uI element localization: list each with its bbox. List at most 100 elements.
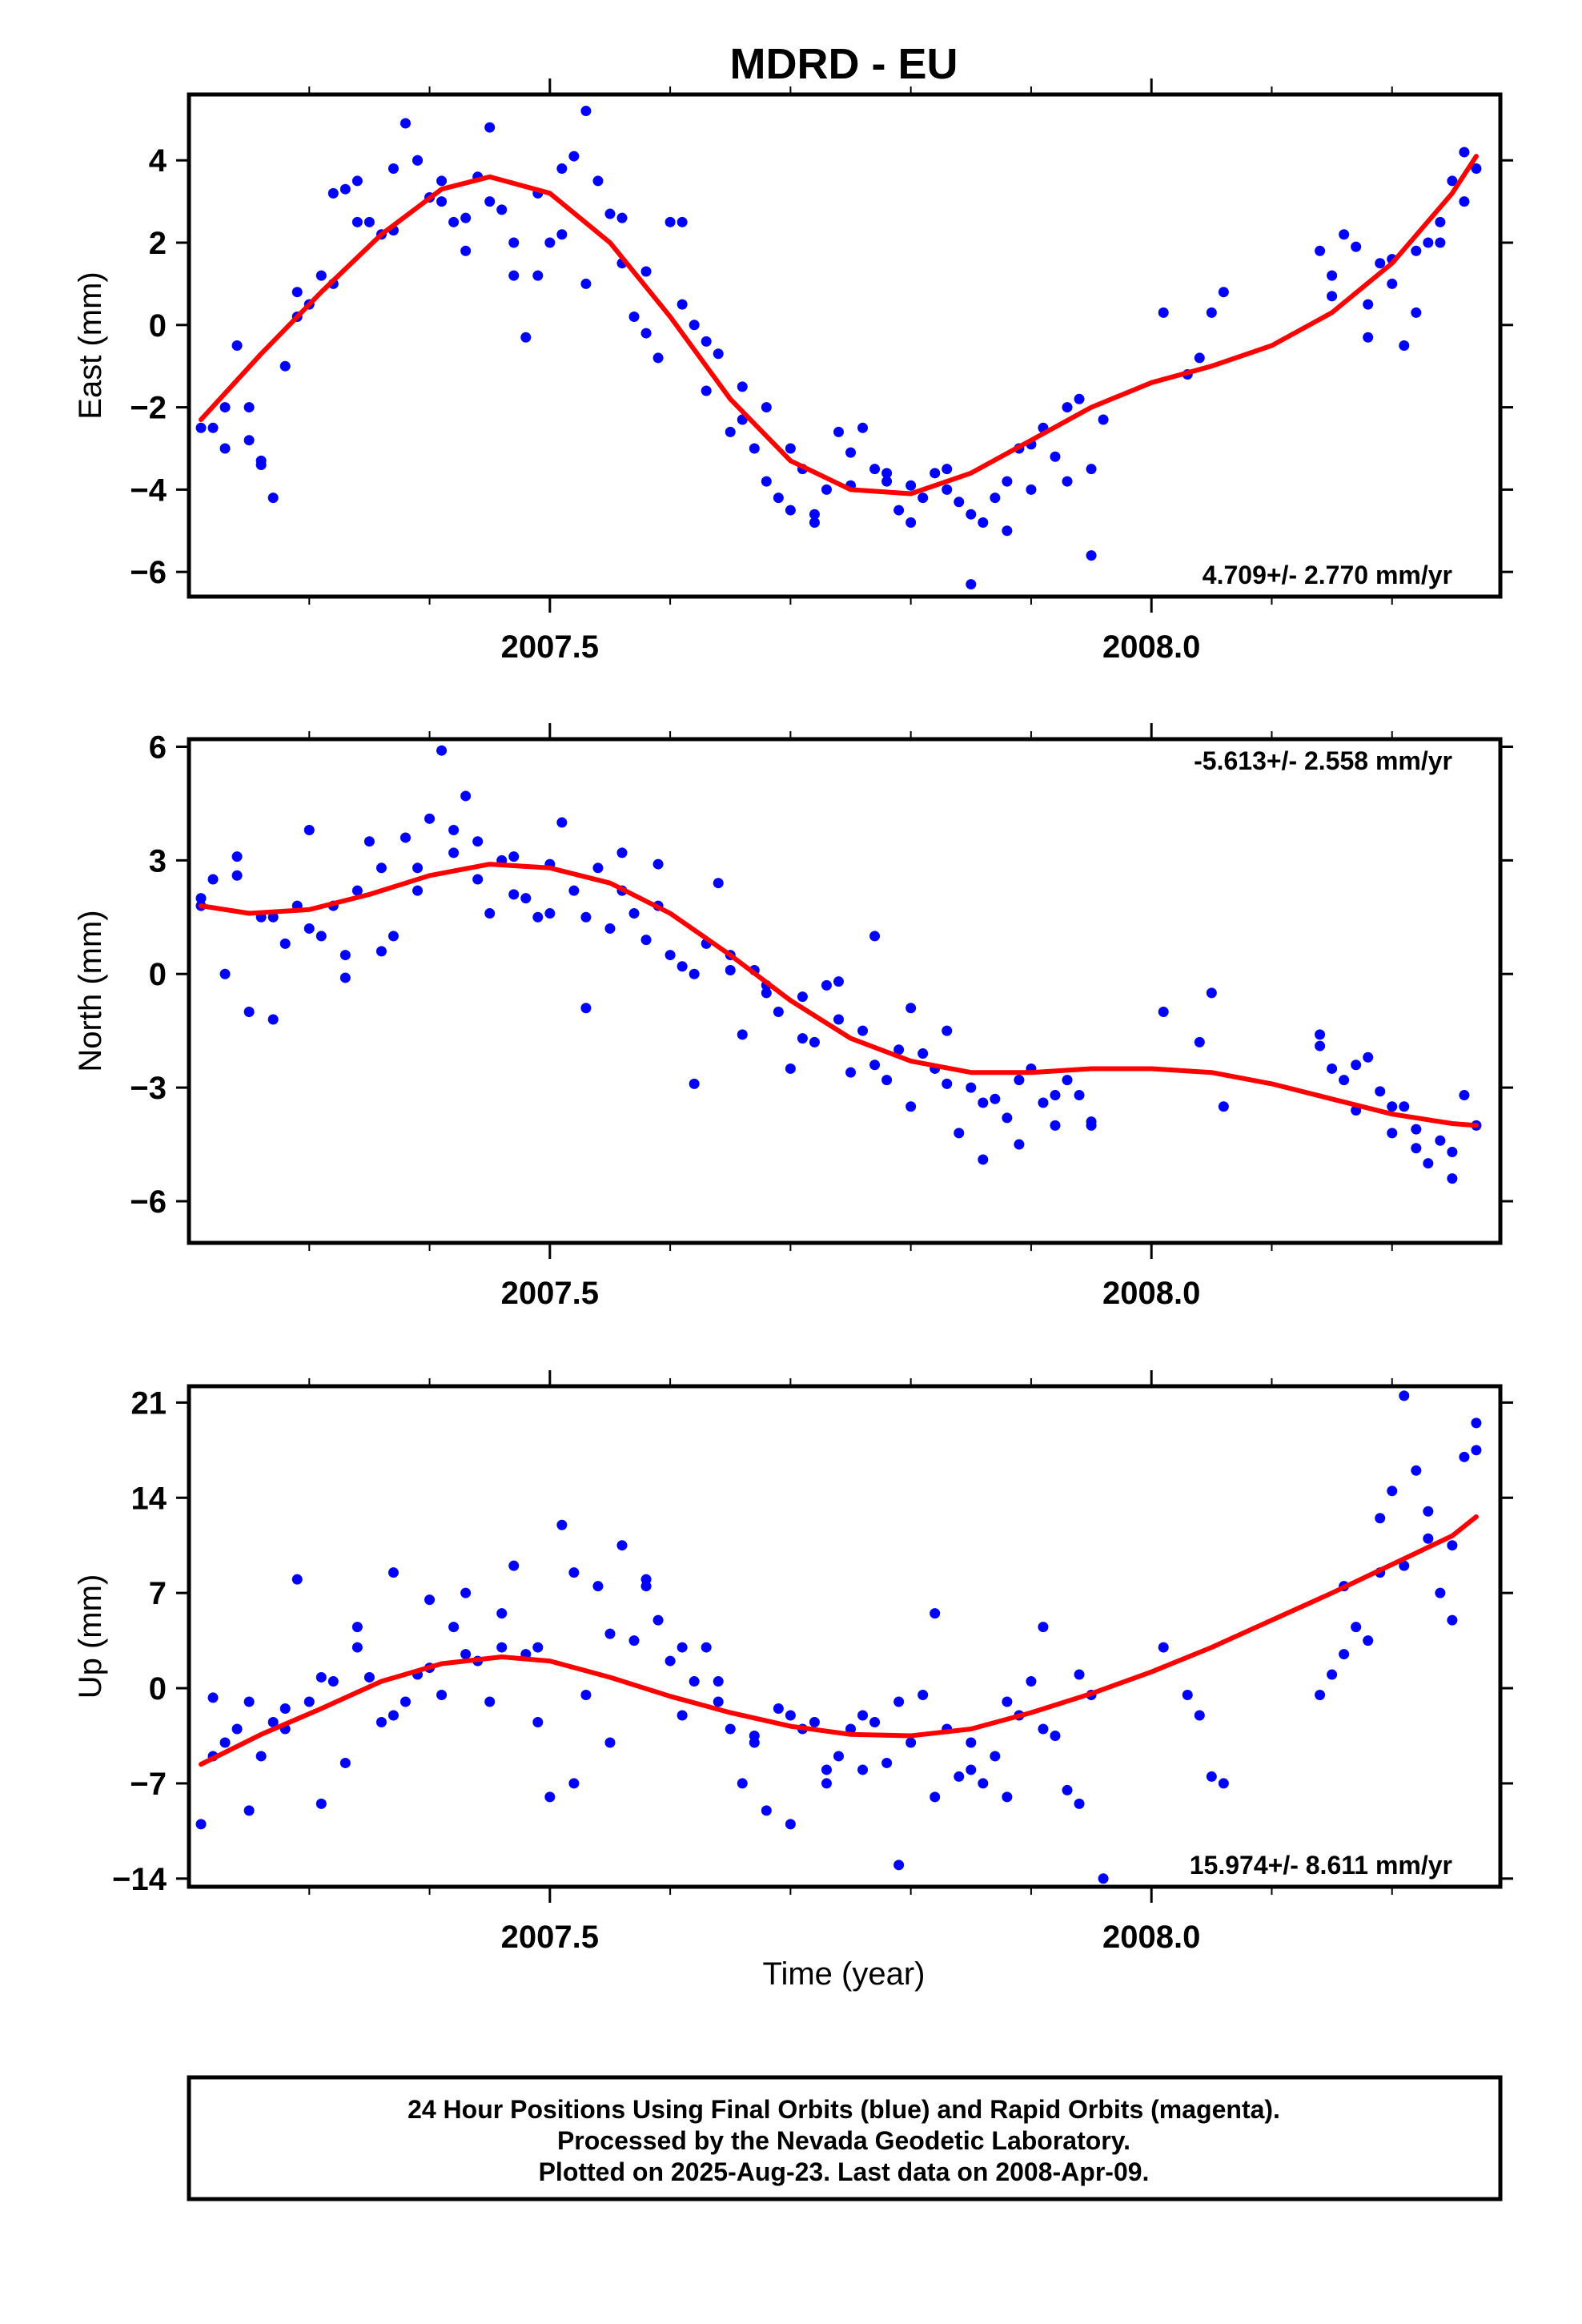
data-point bbox=[737, 381, 748, 392]
y-tick-label: −7 bbox=[130, 1767, 167, 1802]
data-point bbox=[568, 151, 580, 162]
data-point bbox=[821, 1764, 832, 1775]
data-point bbox=[652, 1614, 664, 1626]
data-point bbox=[195, 893, 207, 904]
data-point bbox=[412, 862, 424, 874]
data-point bbox=[869, 1059, 881, 1071]
data-point bbox=[821, 484, 832, 495]
data-point bbox=[412, 885, 424, 896]
y-tick-label: −6 bbox=[130, 1184, 167, 1220]
data-point bbox=[207, 874, 219, 885]
y-axis-label: Up (mm) bbox=[73, 1574, 108, 1699]
data-point bbox=[520, 332, 532, 343]
data-point bbox=[713, 1696, 724, 1707]
data-point bbox=[484, 1696, 496, 1707]
data-point bbox=[400, 118, 411, 129]
data-point bbox=[568, 885, 580, 896]
data-point bbox=[893, 1044, 905, 1055]
data-point bbox=[243, 435, 255, 446]
data-point bbox=[869, 931, 881, 942]
data-point bbox=[412, 155, 424, 166]
east-panel: 2007.5 2008.0 4 2 0 −2 −4 −6 East (mm) 4.709+/- 2… bbox=[73, 78, 1513, 665]
data-point bbox=[460, 212, 472, 223]
data-point bbox=[315, 931, 327, 942]
data-point bbox=[1086, 464, 1097, 475]
data-point bbox=[1411, 1465, 1422, 1476]
data-point bbox=[905, 1101, 917, 1112]
data-point bbox=[472, 836, 484, 847]
data-point bbox=[1050, 1730, 1061, 1741]
data-point bbox=[1002, 1791, 1013, 1803]
data-point bbox=[1206, 987, 1217, 999]
data-point bbox=[905, 480, 917, 491]
data-point bbox=[1206, 1771, 1217, 1782]
data-point bbox=[327, 1676, 339, 1687]
data-point bbox=[1315, 1690, 1326, 1701]
data-point bbox=[460, 790, 472, 802]
data-point bbox=[267, 1014, 279, 1025]
data-point bbox=[424, 1594, 436, 1606]
data-point bbox=[1074, 1090, 1085, 1101]
data-point bbox=[532, 270, 544, 281]
data-point bbox=[556, 163, 568, 175]
rate-label: 15.974+/- 8.611 mm/yr bbox=[1190, 1851, 1452, 1880]
data-point bbox=[351, 885, 363, 896]
data-point bbox=[773, 1007, 784, 1018]
data-point bbox=[640, 935, 652, 946]
data-point bbox=[1435, 1587, 1446, 1598]
data-point bbox=[677, 216, 688, 227]
data-point bbox=[966, 509, 977, 520]
y-tick-label: −2 bbox=[130, 391, 167, 426]
data-point bbox=[1363, 1635, 1374, 1647]
data-point bbox=[689, 1676, 700, 1687]
data-point bbox=[1086, 1120, 1097, 1131]
data-point bbox=[725, 426, 736, 437]
data-point bbox=[1375, 1086, 1386, 1097]
data-point bbox=[713, 348, 724, 360]
data-point bbox=[665, 216, 676, 227]
data-point bbox=[1459, 147, 1470, 158]
data-point bbox=[990, 1093, 1001, 1104]
data-point bbox=[267, 493, 279, 504]
data-point bbox=[809, 517, 820, 528]
data-point bbox=[665, 1655, 676, 1667]
data-point bbox=[219, 1737, 231, 1748]
data-point bbox=[1327, 1063, 1338, 1074]
data-point bbox=[893, 1696, 905, 1707]
data-point bbox=[496, 204, 508, 215]
data-point bbox=[1002, 476, 1013, 487]
data-point bbox=[713, 1676, 724, 1687]
data-point bbox=[628, 908, 640, 919]
y-tick-label: 21 bbox=[131, 1385, 167, 1421]
data-point bbox=[1074, 393, 1085, 404]
data-point bbox=[905, 1737, 917, 1748]
data-point bbox=[1447, 1540, 1458, 1551]
footer-line-1: 24 Hour Positions Using Final Orbits (bl… bbox=[408, 2095, 1280, 2124]
data-point bbox=[930, 1791, 941, 1803]
data-point bbox=[580, 106, 592, 117]
data-point bbox=[905, 1003, 917, 1014]
data-point bbox=[1074, 1798, 1085, 1809]
data-point bbox=[375, 1716, 387, 1727]
data-point bbox=[279, 1703, 291, 1715]
data-point bbox=[400, 1696, 411, 1707]
data-point bbox=[195, 422, 207, 433]
data-point bbox=[484, 908, 496, 919]
x-axis-label: Time (year) bbox=[763, 1956, 926, 1992]
footer-box bbox=[187, 2075, 1503, 2201]
data-point bbox=[1026, 484, 1037, 495]
data-point bbox=[761, 1805, 772, 1816]
data-point bbox=[568, 1567, 580, 1578]
data-point bbox=[1471, 163, 1482, 175]
y-tick-label: 6 bbox=[149, 730, 167, 765]
data-point bbox=[484, 122, 496, 133]
data-point bbox=[303, 1696, 315, 1707]
data-point bbox=[930, 1608, 941, 1619]
figure-title: MDRD - EU bbox=[730, 40, 958, 88]
data-point bbox=[833, 976, 844, 987]
data-point bbox=[1435, 1135, 1446, 1146]
data-point bbox=[881, 476, 893, 487]
data-point bbox=[1399, 1101, 1410, 1112]
y-tick-label: 3 bbox=[149, 843, 167, 879]
